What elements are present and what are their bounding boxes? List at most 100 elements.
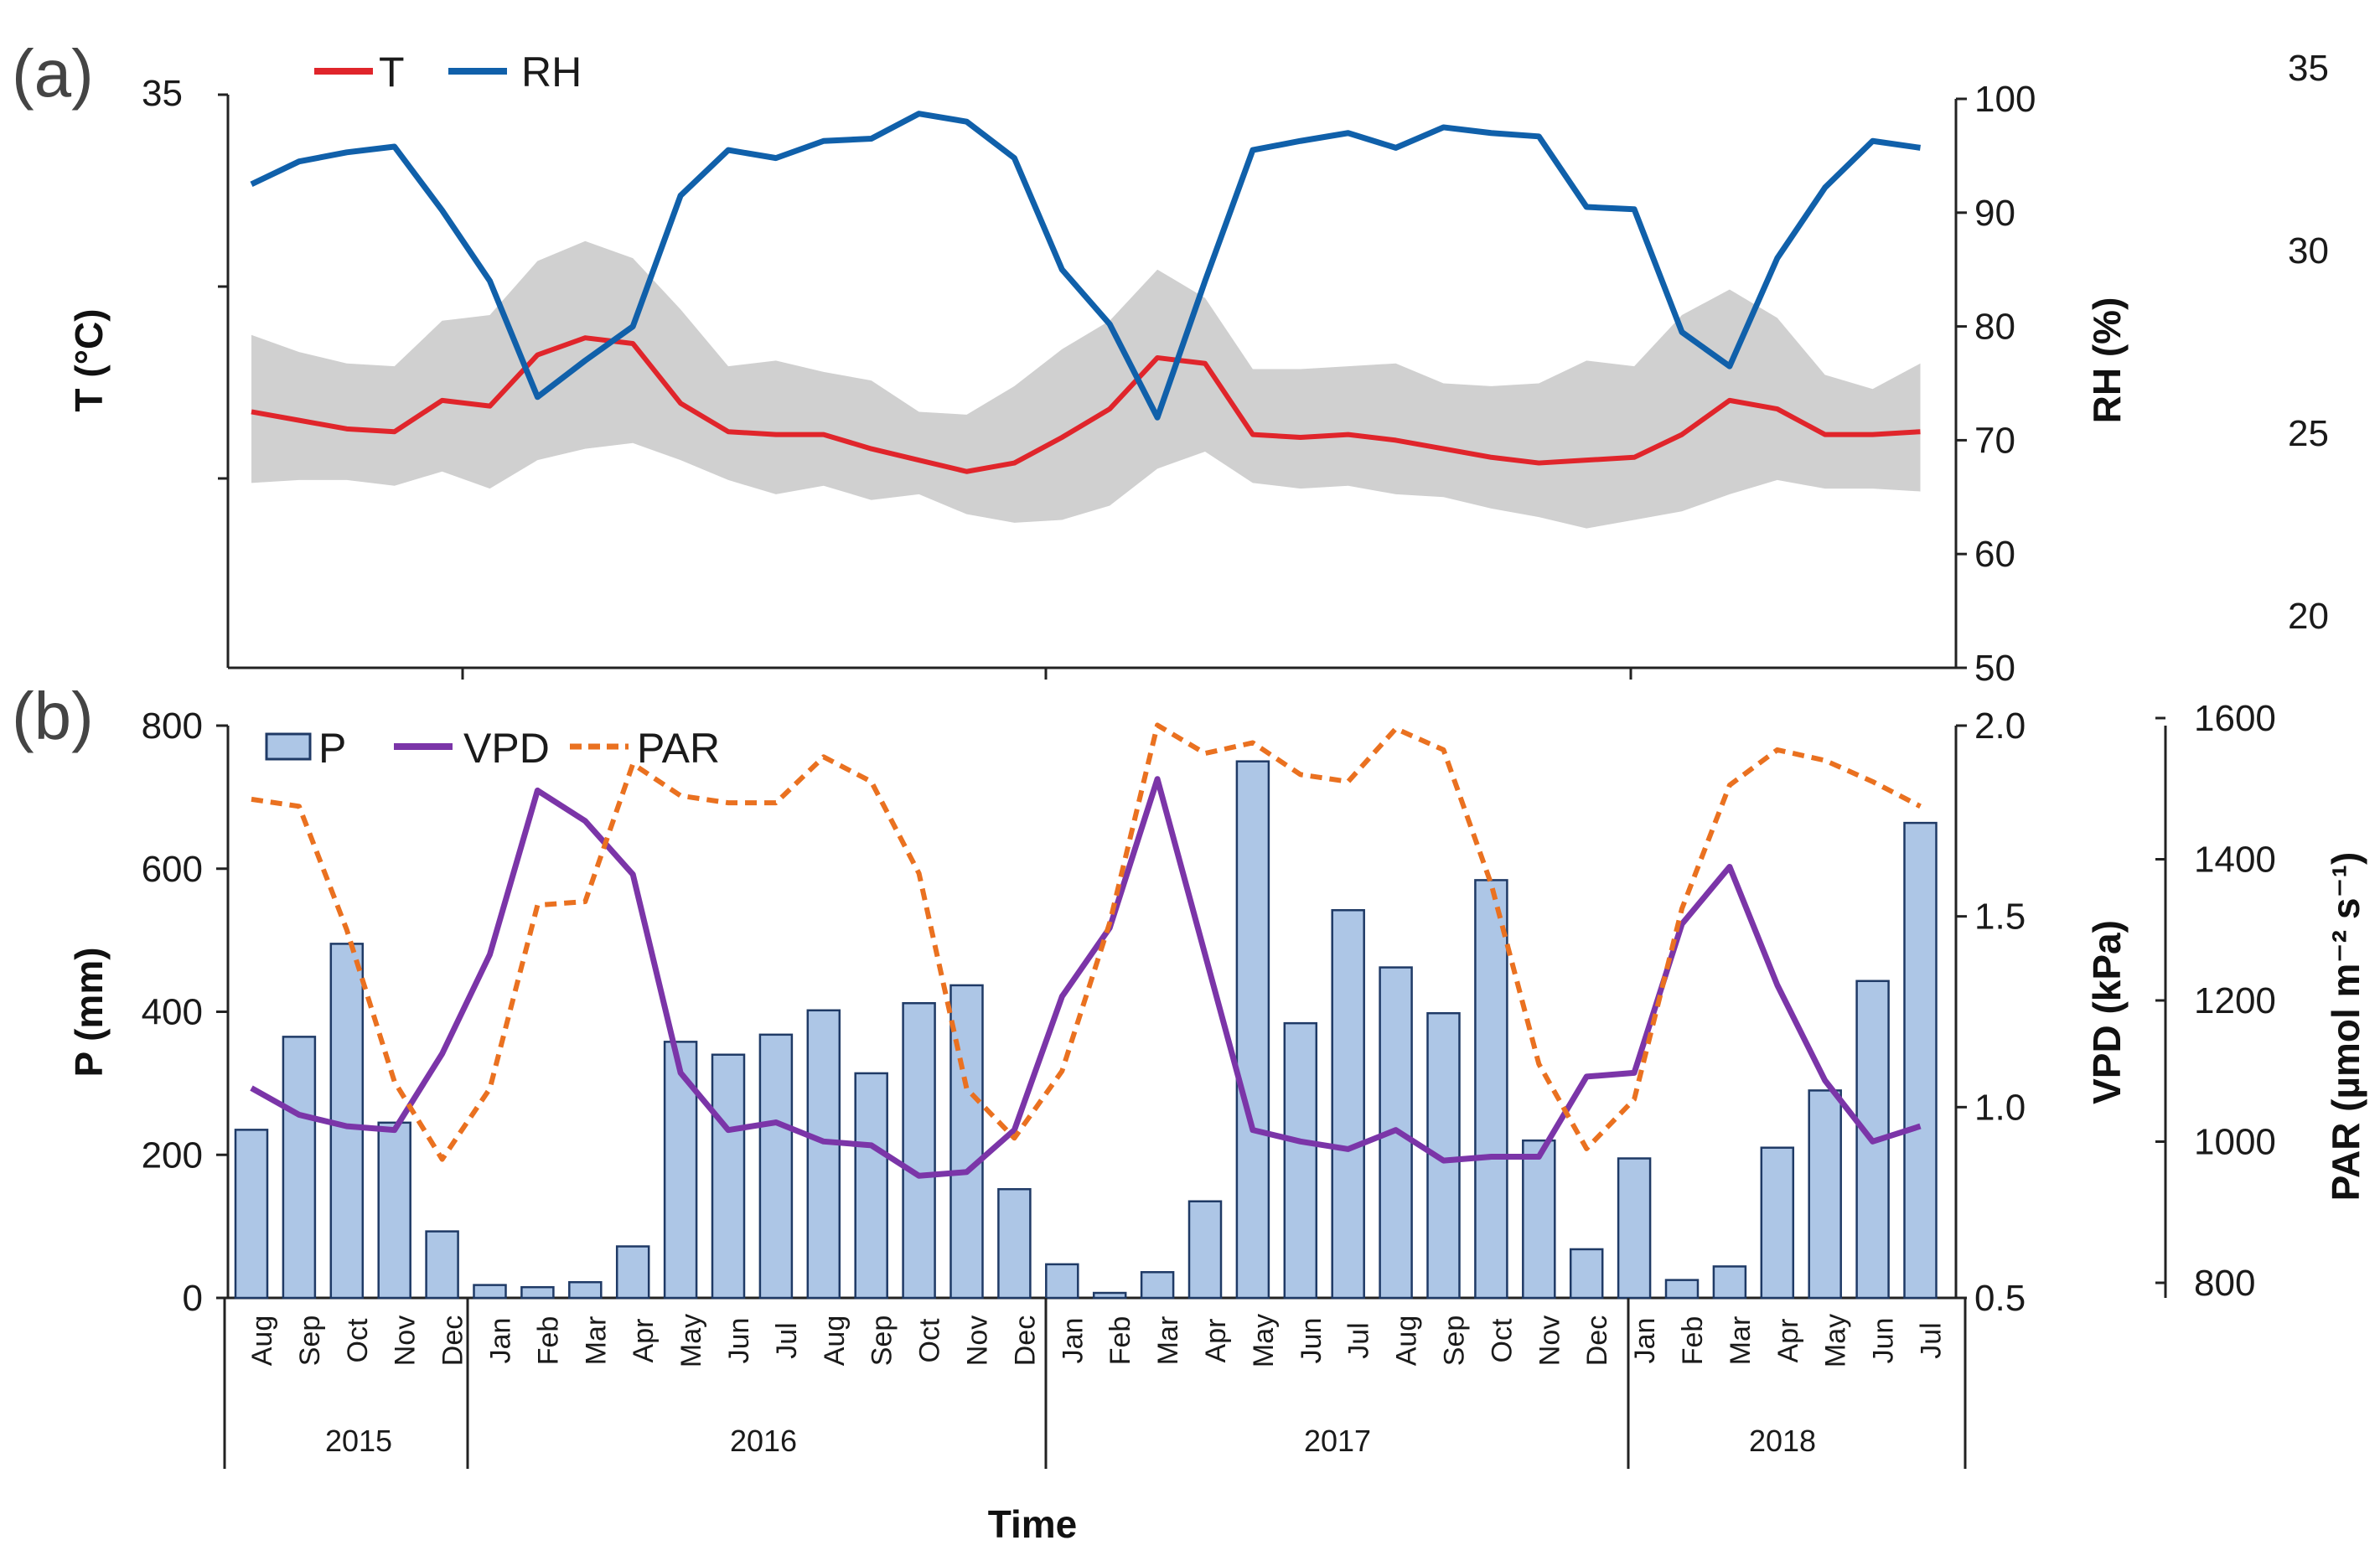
month-label: Jun — [1296, 1318, 1327, 1364]
month-label: Dec — [437, 1315, 469, 1366]
precipitation-bar — [1092, 1291, 1127, 1300]
month-label: Sep — [1439, 1315, 1471, 1367]
b-right-tick-label: 1.0 — [1974, 1087, 2026, 1128]
year-label: 2016 — [730, 1424, 797, 1458]
b-right-axis-title: VPD (kPa) — [2085, 920, 2129, 1104]
panel-a-label: (a) — [12, 36, 94, 111]
b-right-tick-label: 1.5 — [1974, 897, 2026, 938]
b-left-axis-title: P (mm) — [67, 947, 111, 1077]
a-right-tick-label: 100 — [1974, 79, 2036, 120]
vpd-line — [250, 776, 1922, 1179]
b-tick-labels: 0 200 400 600 800 0.5 1.0 1.5 2.0 800 1000 1200 1400… — [142, 698, 2276, 1319]
precipitation-bar — [1283, 1021, 1318, 1300]
precipitation-bar — [1045, 1263, 1079, 1300]
panel-a: (a) 35 T (°C) RH (%) 50 60 70 80 90 100 20 25 30… — [12, 36, 2329, 689]
month-label: Jul — [1343, 1322, 1375, 1358]
month-label: Aug — [819, 1315, 851, 1367]
month-label: Feb — [1105, 1316, 1136, 1366]
a-far-right-tick-label: 25 — [2288, 413, 2329, 454]
precipitation-bar — [806, 1009, 841, 1300]
b-far-right-tick-label: 1600 — [2194, 698, 2276, 739]
panel-b-label: (b) — [12, 679, 94, 753]
a-right-axis-title: RH (%) — [2085, 297, 2129, 424]
precipitation-bar — [902, 1002, 936, 1300]
precipitation-bar — [1522, 1139, 1556, 1300]
month-label: Jan — [1057, 1318, 1089, 1364]
precipitation-bar — [1664, 1279, 1700, 1300]
b-left-tick-label: 800 — [142, 706, 203, 747]
legend-RH-label: RH — [521, 49, 582, 96]
b-far-right-tick-label: 800 — [2194, 1263, 2255, 1304]
month-label: Feb — [1677, 1316, 1709, 1366]
month-label: Sep — [294, 1315, 326, 1367]
month-label: Jul — [1916, 1322, 1948, 1358]
precipitation-bar — [1617, 1157, 1652, 1300]
legend-P-swatch — [265, 732, 312, 761]
month-label: Aug — [1391, 1315, 1423, 1367]
month-label: Mar — [1725, 1316, 1757, 1366]
legend-PAR-label: PAR — [637, 725, 720, 772]
a-tick-labels: 50 60 70 80 90 100 20 25 30 35 — [1956, 48, 2329, 689]
month-label: Jun — [1868, 1318, 1900, 1364]
precipitation-bar — [234, 1129, 269, 1300]
temperature-range-band — [251, 240, 1921, 529]
relative-humidity-line — [250, 111, 1921, 421]
month-label: Nov — [962, 1315, 994, 1366]
month-label: Oct — [914, 1318, 946, 1362]
b-right-tick-label: 2.0 — [1974, 706, 2026, 747]
precipitation-bar — [568, 1280, 603, 1300]
month-label: May — [1248, 1314, 1280, 1367]
panel-b: (b) P (mm) VPD (kPa) PAR (µmol m⁻² s⁻¹) … — [12, 679, 2367, 1546]
temperature-line — [251, 335, 1921, 474]
month-label: Dec — [1581, 1315, 1613, 1366]
precipitation-bar — [758, 1033, 794, 1300]
b-far-right-tick-label: 1200 — [2194, 980, 2276, 1021]
b-left-tick-label: 600 — [142, 849, 203, 890]
legend-P-label: P — [318, 725, 346, 772]
a-right-tick-label: 60 — [1974, 534, 2015, 575]
month-label: Dec — [1009, 1315, 1041, 1366]
month-label: Jan — [485, 1318, 517, 1364]
precipitation-bar — [1474, 879, 1508, 1300]
legend-VPD-label: VPD — [463, 725, 550, 772]
month-label: Aug — [246, 1315, 278, 1367]
a-right-tick-label: 90 — [1974, 193, 2015, 234]
b-left-tick-label: 0 — [183, 1278, 203, 1319]
month-label: Sep — [867, 1315, 898, 1367]
year-label: 2017 — [1304, 1424, 1371, 1458]
precipitation-bar — [615, 1245, 650, 1300]
precipitation-bar — [473, 1284, 507, 1300]
b-right-tick-label: 0.5 — [1974, 1278, 2026, 1319]
precipitation-bar — [425, 1230, 459, 1300]
month-label: May — [675, 1314, 707, 1367]
precipitation-bar — [1712, 1265, 1747, 1300]
a-legend: T RH — [314, 49, 582, 96]
a-series-group — [250, 111, 1921, 529]
precipitation-bar — [1331, 909, 1365, 1300]
month-label: Apr — [1772, 1319, 1804, 1363]
precipitation-bar — [854, 1072, 888, 1300]
precipitation-bar — [1235, 760, 1270, 1300]
precipitation-bar — [663, 1041, 698, 1300]
a-left-top-tick-label: 35 — [142, 73, 183, 114]
precipitation-bar — [1569, 1248, 1604, 1300]
year-label: 2015 — [325, 1424, 392, 1458]
a-left-axis-title: T (°C) — [67, 308, 111, 411]
month-label: Oct — [342, 1318, 374, 1362]
precipitation-bar — [520, 1285, 555, 1300]
precipitation-bar — [282, 1036, 317, 1300]
precipitation-bar — [949, 984, 984, 1300]
month-label: Nov — [1534, 1315, 1565, 1366]
precipitation-bar — [997, 1187, 1032, 1300]
x-category-axis: Aug Sep Oct Nov Dec Jan Feb Mar Apr May Jun Jul Aug S… — [223, 1298, 1967, 1469]
year-label: 2018 — [1749, 1424, 1816, 1458]
legend-T-label: T — [379, 49, 405, 96]
b-far-right-tick-label: 1000 — [2194, 1122, 2276, 1163]
a-right-tick-label: 50 — [1974, 648, 2015, 689]
a-right-tick-label: 80 — [1974, 307, 2015, 348]
x-axis-title: Time — [988, 1502, 1078, 1546]
b-series-group — [234, 722, 1938, 1300]
b-left-tick-label: 400 — [142, 992, 203, 1033]
a-far-right-tick-label: 30 — [2288, 230, 2329, 271]
